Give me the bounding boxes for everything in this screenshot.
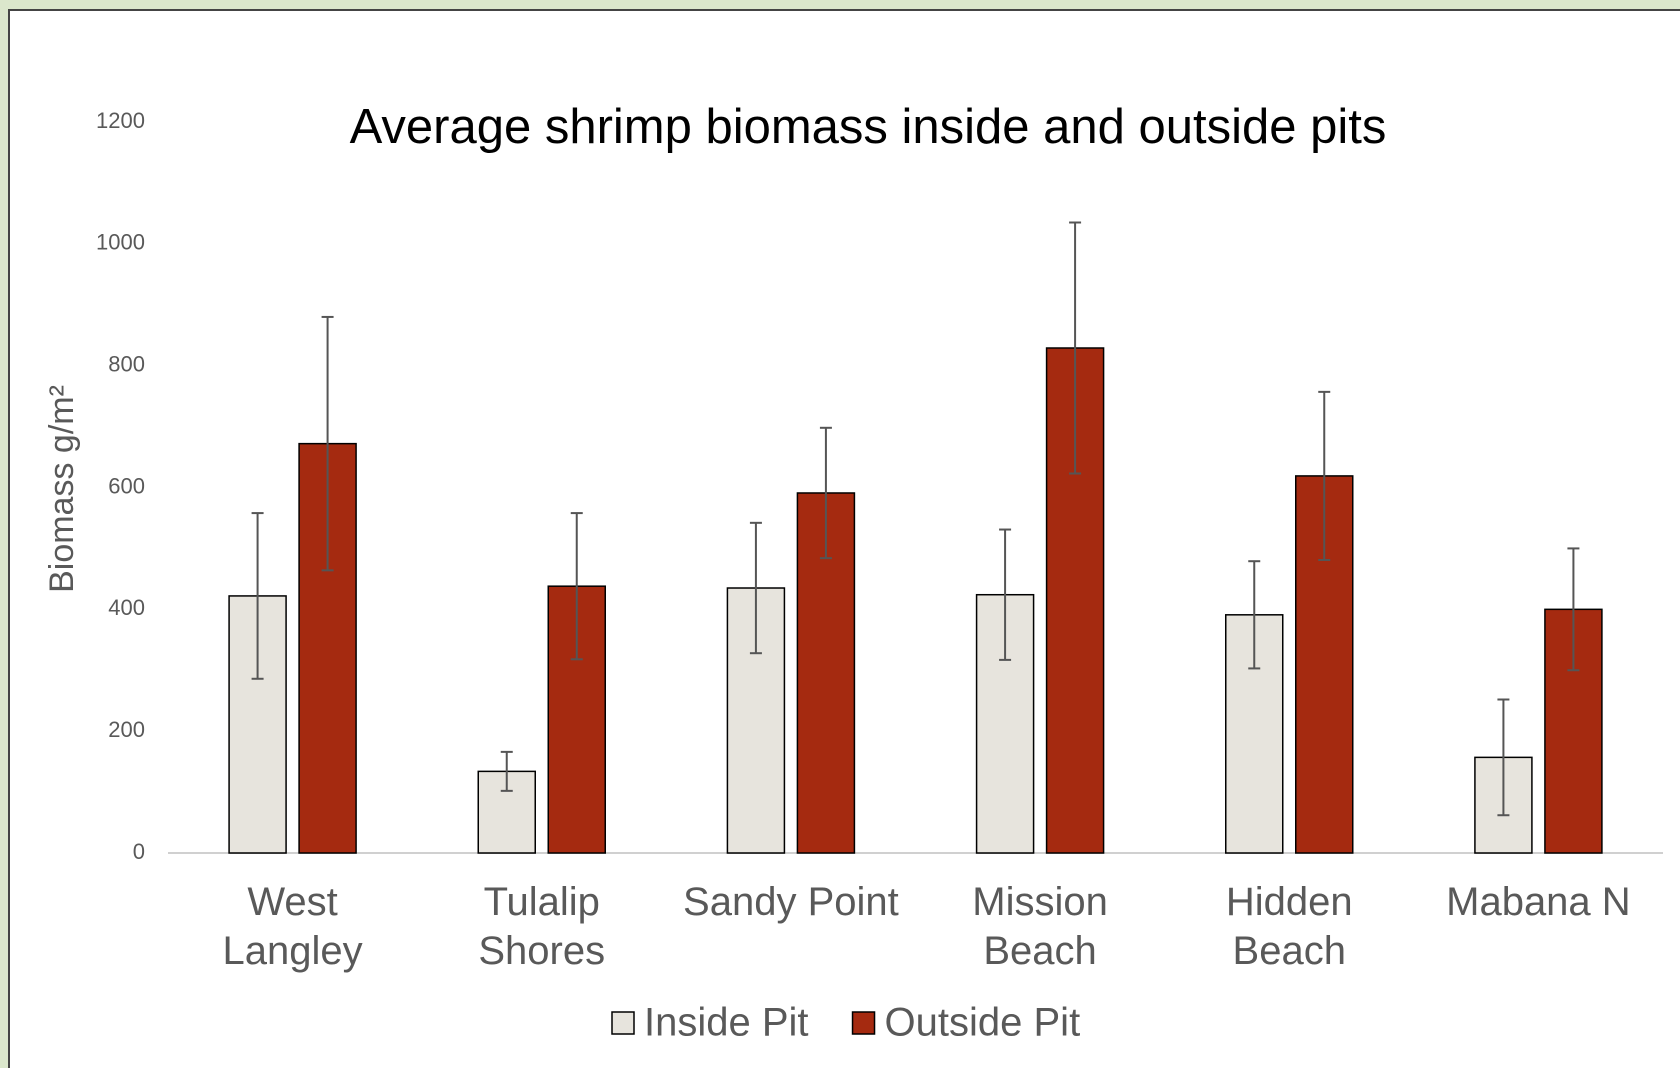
y-tick-label: 1200: [96, 108, 145, 133]
y-tick-label: 1000: [96, 230, 145, 255]
x-tick-label: West Langley: [222, 880, 363, 973]
legend-swatch: [851, 1011, 876, 1035]
x-tick-label: Tulalip Shores: [478, 880, 606, 973]
y-tick-label: 0: [133, 839, 145, 864]
x-tick-label: Mabana N: [1446, 880, 1631, 924]
legend-label: Inside Pit: [644, 1001, 809, 1045]
x-tick-label: Hidden Beach: [1225, 880, 1353, 973]
legend-label: Outside Pit: [885, 1001, 1081, 1045]
y-tick-label: 600: [108, 473, 145, 498]
y-tick-label: 200: [108, 717, 145, 742]
y-axis-label: Biomass g/m²: [43, 385, 81, 593]
chart-title: Average shrimp biomass inside and outsid…: [350, 100, 1387, 154]
legend-swatch: [611, 1011, 635, 1035]
x-tick-label: Mission Beach: [972, 880, 1108, 973]
x-tick-label: Sandy Point: [683, 880, 899, 924]
y-tick-label: 400: [108, 595, 145, 620]
y-tick-label: 800: [108, 351, 145, 376]
